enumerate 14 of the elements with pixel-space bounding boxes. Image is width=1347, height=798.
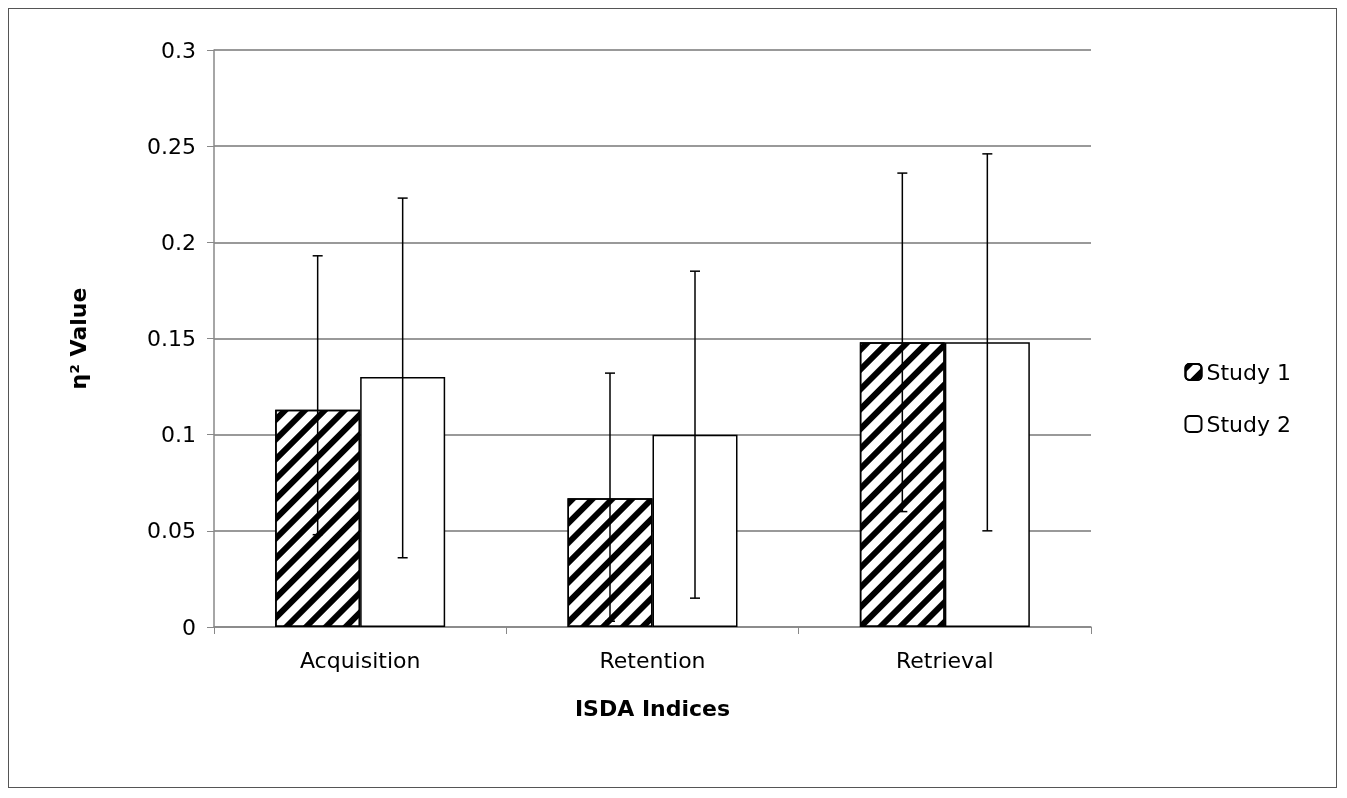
x-tick-label: Retrieval (895, 647, 994, 673)
x-tick-label: Acquisition (299, 647, 421, 673)
y-tick-label: 0.3 (161, 37, 196, 63)
y-tick-label: 0.1 (161, 422, 196, 448)
x-tick-label: Retention (599, 647, 706, 673)
y-tick-label: 0.25 (147, 133, 196, 159)
legend-label: Study 1 (1206, 359, 1292, 385)
y-axis-title: η² Value (65, 287, 91, 390)
y-tick-label: 0.2 (161, 229, 196, 255)
x-axis-title: ISDA Indices (574, 695, 731, 721)
legend-label: Study 2 (1206, 411, 1292, 437)
y-tick-label: 0.15 (147, 326, 196, 351)
y-tick-label: 0 (182, 614, 196, 640)
y-tick-label: 0.05 (147, 518, 196, 544)
